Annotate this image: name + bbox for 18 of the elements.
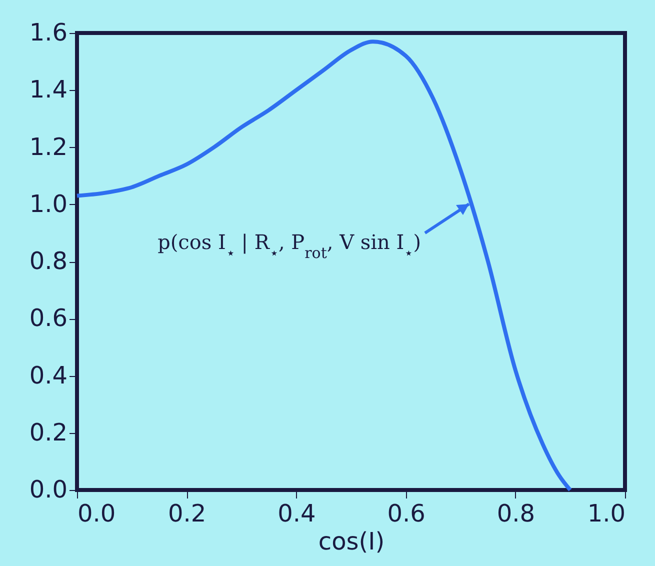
x-tick-label: 0.6 bbox=[387, 500, 426, 528]
y-tick-label: 1.0 bbox=[29, 190, 68, 218]
y-tick-label: 1.4 bbox=[29, 76, 68, 104]
x-tick-label: 1.0 bbox=[587, 500, 626, 528]
x-tick-label: 0.2 bbox=[168, 500, 206, 528]
x-tick-label: 0.8 bbox=[496, 500, 535, 528]
x-tick-label: 0.0 bbox=[78, 500, 116, 528]
y-tick-label: 0.0 bbox=[29, 476, 68, 504]
y-tick-label: 1.2 bbox=[29, 132, 68, 161]
line-series bbox=[75, 40, 572, 492]
y-tick-label: 0.2 bbox=[29, 418, 68, 446]
y-tick-label: 0.4 bbox=[29, 361, 68, 390]
text: p(cos I$_{⋆}$ | R$_{⋆}$, P$_{rot}$, V sin I$_{⋆}$) bbox=[158, 230, 421, 262]
x-tick-label: 0.4 bbox=[278, 500, 316, 528]
y-tick-label: 0.8 bbox=[29, 247, 68, 275]
y-tick-label: 1.6 bbox=[29, 18, 68, 46]
x-axis-title: cos(I) bbox=[318, 528, 385, 556]
y-tick-label: 0.6 bbox=[29, 304, 68, 332]
